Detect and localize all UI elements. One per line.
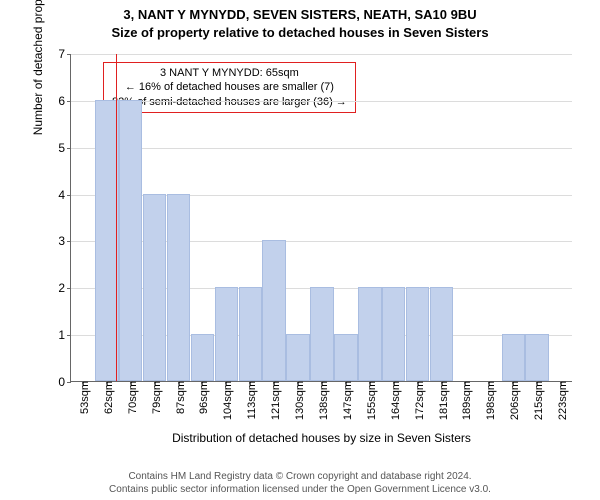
x-tick-label: 138sqm <box>314 381 330 420</box>
bar <box>191 334 214 381</box>
x-tick-label: 121sqm <box>266 381 282 420</box>
grid-line <box>71 101 572 102</box>
annotation-line: 3 NANT Y MYNYDD: 65sqm <box>112 66 347 80</box>
y-tick <box>67 54 71 55</box>
marker-line <box>116 54 117 381</box>
x-tick-label: 62sqm <box>99 381 115 414</box>
bar <box>406 287 429 381</box>
y-tick <box>67 101 71 102</box>
grid-line <box>71 148 572 149</box>
bar <box>239 287 262 381</box>
x-tick-label: 70sqm <box>123 381 139 414</box>
annotation-line: ← 16% of detached houses are smaller (7) <box>112 80 347 94</box>
grid-line <box>71 54 572 55</box>
bar <box>119 100 142 381</box>
plot-area: Number of detached properties Distributi… <box>70 54 572 382</box>
y-axis-label: Number of detached properties <box>31 0 45 135</box>
x-tick-label: 181sqm <box>434 381 450 420</box>
chart-container: Number of detached properties Distributi… <box>46 54 572 416</box>
bar <box>430 287 453 381</box>
bar <box>286 334 309 381</box>
x-tick-label: 87sqm <box>171 381 187 414</box>
x-axis-label: Distribution of detached houses by size … <box>71 431 572 445</box>
x-tick-label: 198sqm <box>481 381 497 420</box>
bar <box>167 194 190 381</box>
x-tick-label: 79sqm <box>147 381 163 414</box>
x-tick-label: 155sqm <box>362 381 378 420</box>
y-tick <box>67 382 71 383</box>
y-tick <box>67 148 71 149</box>
y-tick <box>67 288 71 289</box>
x-tick-label: 96sqm <box>194 381 210 414</box>
x-tick-label: 172sqm <box>410 381 426 420</box>
bar <box>382 287 405 381</box>
bar <box>502 334 525 381</box>
x-tick-label: 189sqm <box>457 381 473 420</box>
footer: Contains HM Land Registry data © Crown c… <box>0 471 600 496</box>
footer-line-1: Contains HM Land Registry data © Crown c… <box>0 471 600 484</box>
bar <box>262 240 285 381</box>
x-tick-label: 113sqm <box>242 381 258 419</box>
x-tick-label: 53sqm <box>75 381 91 414</box>
bar <box>143 194 166 381</box>
y-tick <box>67 195 71 196</box>
title-line-2: Size of property relative to detached ho… <box>0 24 600 42</box>
x-tick-label: 147sqm <box>338 381 354 420</box>
x-tick-label: 215sqm <box>529 381 545 420</box>
bar <box>358 287 381 381</box>
x-tick-label: 206sqm <box>505 381 521 420</box>
y-tick <box>67 241 71 242</box>
title-line-1: 3, NANT Y MYNYDD, SEVEN SISTERS, NEATH, … <box>0 6 600 24</box>
y-tick <box>67 335 71 336</box>
bar <box>334 334 357 381</box>
bar <box>215 287 238 381</box>
bar <box>95 100 118 381</box>
chart-title: 3, NANT Y MYNYDD, SEVEN SISTERS, NEATH, … <box>0 0 600 41</box>
x-tick-label: 223sqm <box>553 381 569 420</box>
x-tick-label: 104sqm <box>218 381 234 420</box>
bar <box>310 287 333 381</box>
x-tick-label: 164sqm <box>386 381 402 420</box>
footer-line-2: Contains public sector information licen… <box>0 484 600 497</box>
bar <box>525 334 548 381</box>
x-tick-label: 130sqm <box>290 381 306 420</box>
